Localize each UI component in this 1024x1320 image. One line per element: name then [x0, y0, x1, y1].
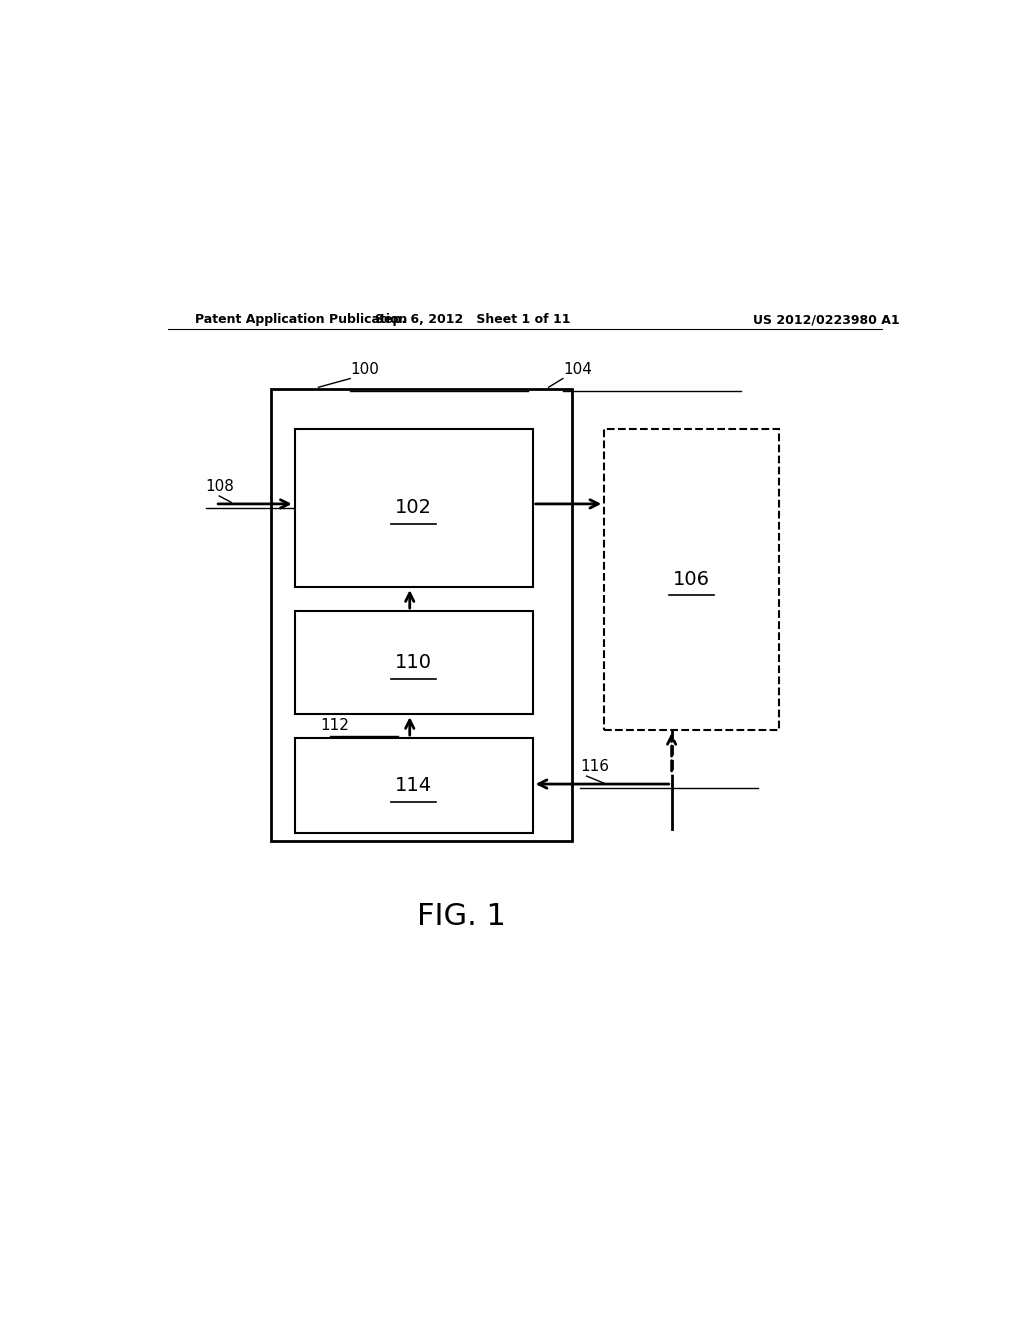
- Text: Patent Application Publication: Patent Application Publication: [196, 313, 408, 326]
- Text: Sep. 6, 2012   Sheet 1 of 11: Sep. 6, 2012 Sheet 1 of 11: [376, 313, 571, 326]
- Text: 116: 116: [581, 759, 609, 774]
- Bar: [604, 429, 778, 730]
- Text: 100: 100: [350, 362, 379, 378]
- Bar: [295, 611, 532, 714]
- Bar: [295, 429, 532, 587]
- Bar: [270, 389, 572, 841]
- Text: 114: 114: [395, 776, 432, 795]
- Text: 112: 112: [321, 718, 349, 734]
- Text: 106: 106: [673, 570, 710, 589]
- Text: 104: 104: [563, 362, 592, 378]
- Text: FIG. 1: FIG. 1: [417, 902, 506, 931]
- Text: US 2012/0223980 A1: US 2012/0223980 A1: [753, 313, 900, 326]
- Bar: [295, 738, 532, 833]
- Text: 108: 108: [206, 479, 234, 494]
- Text: 102: 102: [395, 499, 432, 517]
- Text: 110: 110: [395, 653, 432, 672]
